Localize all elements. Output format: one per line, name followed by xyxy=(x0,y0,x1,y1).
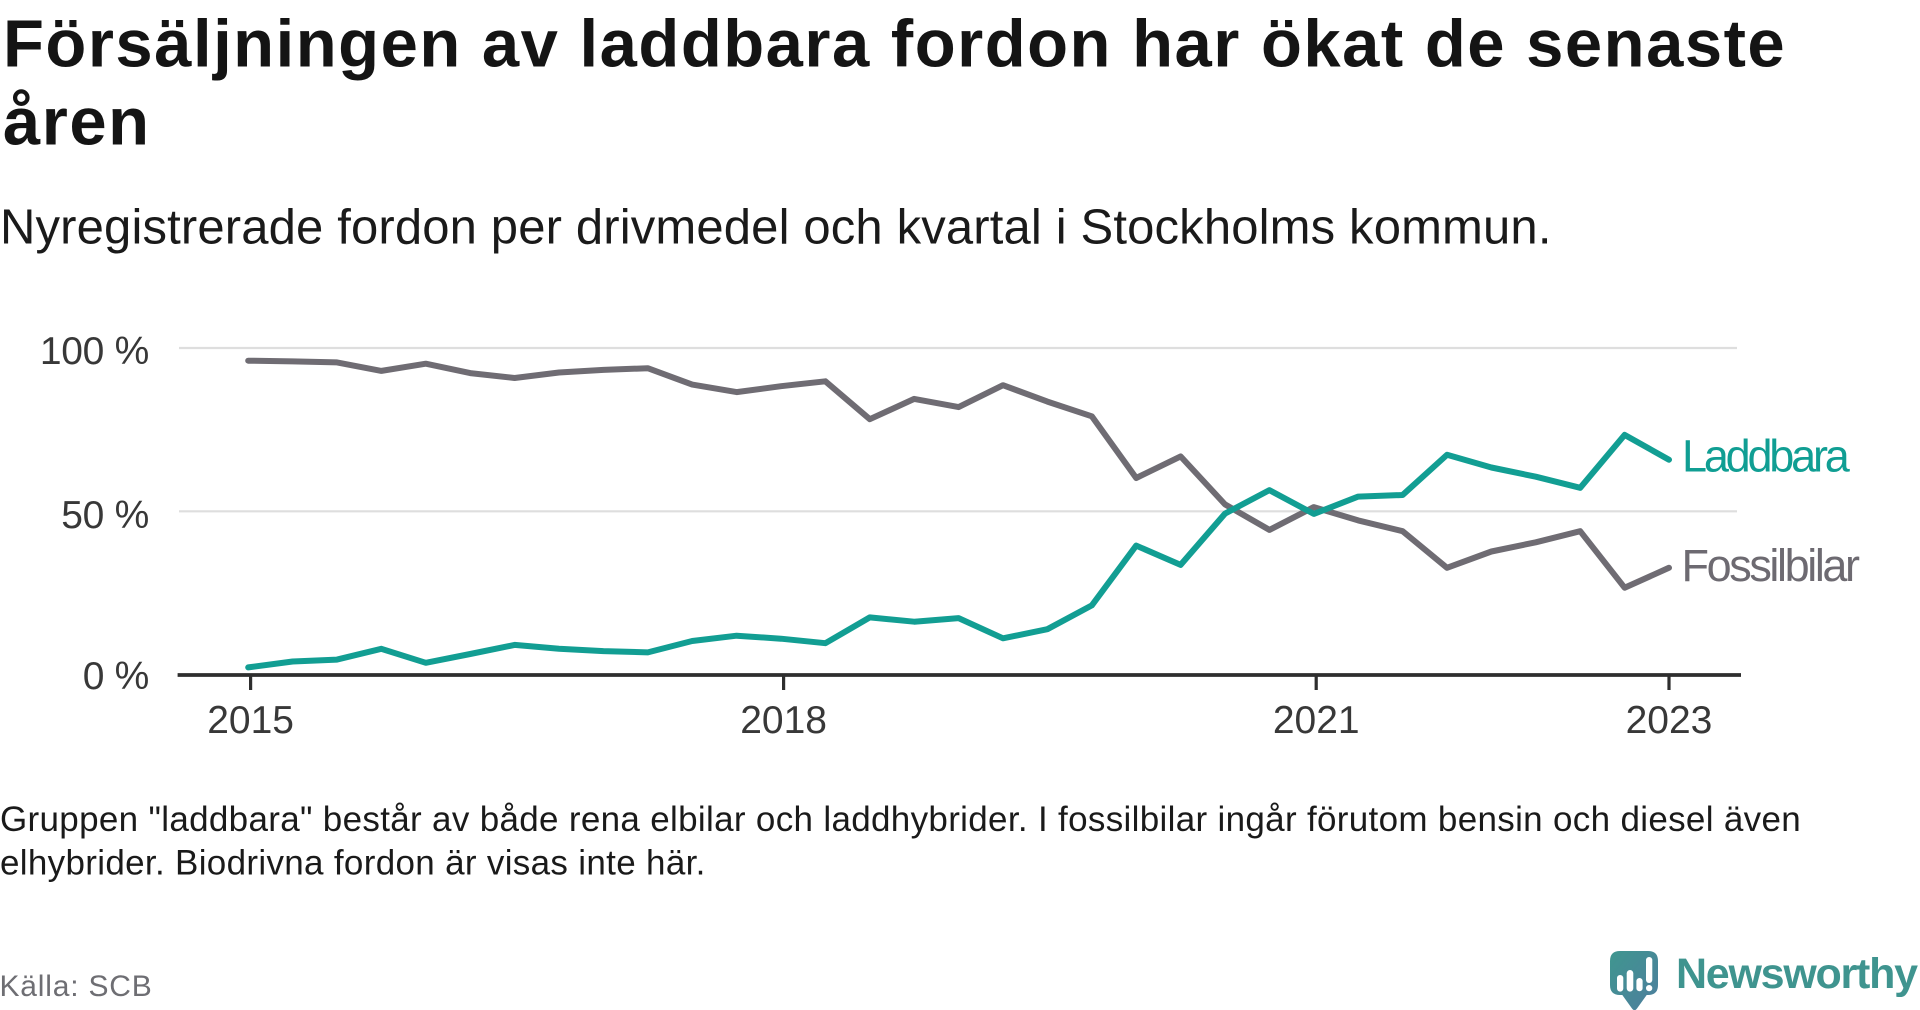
svg-text:Laddbara: Laddbara xyxy=(1682,431,1851,482)
svg-text:Försäljningen av laddbara ford: Försäljningen av laddbara fordon har öka… xyxy=(3,6,1786,81)
svg-text:50 %: 50 % xyxy=(61,494,149,537)
svg-text:Nyregistrerade fordon per driv: Nyregistrerade fordon per drivmedel och … xyxy=(0,201,1552,255)
svg-text:Gruppen "laddbara" består av b: Gruppen "laddbara" består av både rena e… xyxy=(0,800,1801,839)
svg-text:åren: åren xyxy=(3,84,151,159)
svg-text:Källa: SCB: Källa: SCB xyxy=(0,970,153,1003)
svg-text:2023: 2023 xyxy=(1626,699,1713,742)
svg-text:2021: 2021 xyxy=(1273,699,1360,742)
svg-text:2015: 2015 xyxy=(207,699,294,742)
svg-text:100 %: 100 % xyxy=(40,330,149,373)
svg-text:0 %: 0 % xyxy=(83,655,149,698)
svg-text:Fossilbilar: Fossilbilar xyxy=(1682,540,1861,591)
svg-text:elhybrider. Biodrivna fordon ä: elhybrider. Biodrivna fordon är visas in… xyxy=(0,844,706,883)
svg-text:Newsworthy: Newsworthy xyxy=(1676,950,1918,998)
svg-text:2018: 2018 xyxy=(740,699,827,742)
